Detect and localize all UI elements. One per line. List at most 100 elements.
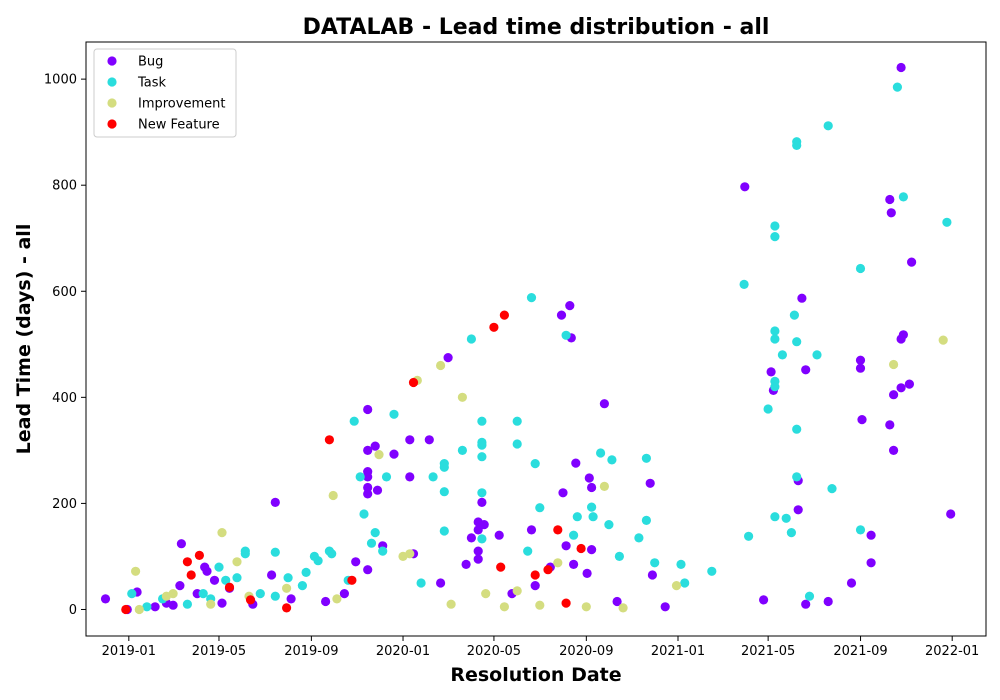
data-point — [707, 566, 717, 576]
data-point — [347, 575, 357, 585]
data-point — [618, 603, 628, 613]
data-point — [355, 472, 365, 482]
data-point — [801, 599, 811, 609]
data-point — [770, 326, 780, 336]
data-point — [582, 568, 592, 579]
y-tick-label: 200 — [52, 497, 77, 512]
data-point — [439, 526, 449, 536]
data-point — [477, 416, 487, 426]
data-point — [372, 485, 383, 495]
data-point — [324, 435, 334, 445]
data-point — [744, 531, 754, 541]
data-point — [363, 565, 373, 575]
data-point — [176, 539, 186, 549]
data-point — [612, 596, 622, 607]
data-point — [898, 192, 909, 202]
y-tick-label: 600 — [52, 285, 77, 300]
data-point — [267, 570, 277, 580]
data-point — [885, 194, 895, 205]
legend-label-bug: Bug — [138, 55, 163, 70]
data-point — [857, 415, 867, 425]
legend-label-new-feature: New Feature — [138, 118, 220, 133]
data-point — [804, 591, 815, 601]
data-point — [405, 435, 415, 445]
data-point — [363, 482, 373, 493]
data-point — [339, 589, 349, 599]
data-point — [512, 439, 522, 449]
data-point — [142, 602, 152, 612]
data-point — [571, 458, 581, 468]
data-point — [607, 455, 617, 465]
data-point — [680, 578, 690, 588]
data-point — [313, 556, 323, 566]
data-point — [466, 533, 476, 543]
data-point — [572, 512, 582, 522]
data-point — [224, 582, 235, 592]
series-new-feature — [121, 310, 586, 615]
data-point — [896, 62, 906, 73]
data-point — [801, 365, 811, 375]
data-point — [587, 545, 597, 555]
data-point — [363, 472, 373, 482]
x-tick-label: 2019-05 — [192, 644, 246, 659]
data-point — [245, 595, 256, 605]
data-point — [168, 589, 178, 599]
legend-marker-new-feature — [107, 119, 117, 129]
data-point — [232, 557, 242, 567]
data-point — [473, 554, 483, 564]
y-tick-label: 800 — [52, 179, 77, 194]
data-point — [866, 558, 876, 568]
data-point — [405, 549, 415, 559]
data-point — [270, 497, 280, 507]
data-point — [499, 310, 509, 320]
x-tick-label: 2021-01 — [651, 644, 705, 659]
data-point — [792, 424, 802, 434]
data-point — [282, 603, 292, 613]
data-point — [561, 598, 571, 608]
data-point — [202, 566, 212, 576]
data-point — [217, 528, 227, 538]
data-point — [946, 509, 956, 519]
data-point — [461, 559, 471, 570]
data-point — [321, 596, 331, 607]
data-point — [645, 478, 655, 488]
data-point — [232, 573, 242, 583]
data-point — [270, 591, 280, 601]
data-point — [389, 449, 399, 459]
x-tick-label: 2020-01 — [376, 644, 430, 659]
data-point — [439, 487, 449, 497]
data-point — [381, 472, 392, 482]
data-point — [282, 583, 292, 593]
data-point — [512, 416, 522, 426]
data-point — [327, 549, 337, 559]
data-point — [846, 578, 857, 588]
data-point — [855, 355, 866, 365]
legend-marker-improvement — [107, 98, 117, 108]
data-point — [363, 404, 373, 415]
data-point — [479, 520, 489, 530]
data-point — [175, 581, 185, 591]
data-point — [770, 382, 780, 392]
data-point — [740, 182, 750, 192]
data-point — [301, 567, 311, 578]
data-point — [599, 399, 610, 409]
data-point — [797, 293, 807, 303]
data-point — [855, 363, 866, 373]
data-point — [889, 390, 899, 400]
data-point — [121, 604, 131, 615]
data-point — [792, 472, 802, 482]
data-point — [569, 559, 579, 570]
data-point — [781, 513, 791, 523]
data-point — [286, 594, 296, 604]
x-axis: 2019-01 2019-05 2019-09 2020-01 2020-05 2020-… — [102, 636, 979, 659]
data-point — [457, 445, 467, 455]
data-point — [443, 353, 453, 363]
data-point — [405, 472, 415, 482]
data-point — [523, 546, 533, 556]
data-point — [477, 440, 487, 450]
data-point — [466, 334, 476, 344]
data-point — [255, 589, 265, 599]
data-point — [866, 530, 876, 540]
data-point — [576, 543, 586, 554]
chart-title: DATALAB - Lead time distribution - all — [303, 15, 770, 40]
